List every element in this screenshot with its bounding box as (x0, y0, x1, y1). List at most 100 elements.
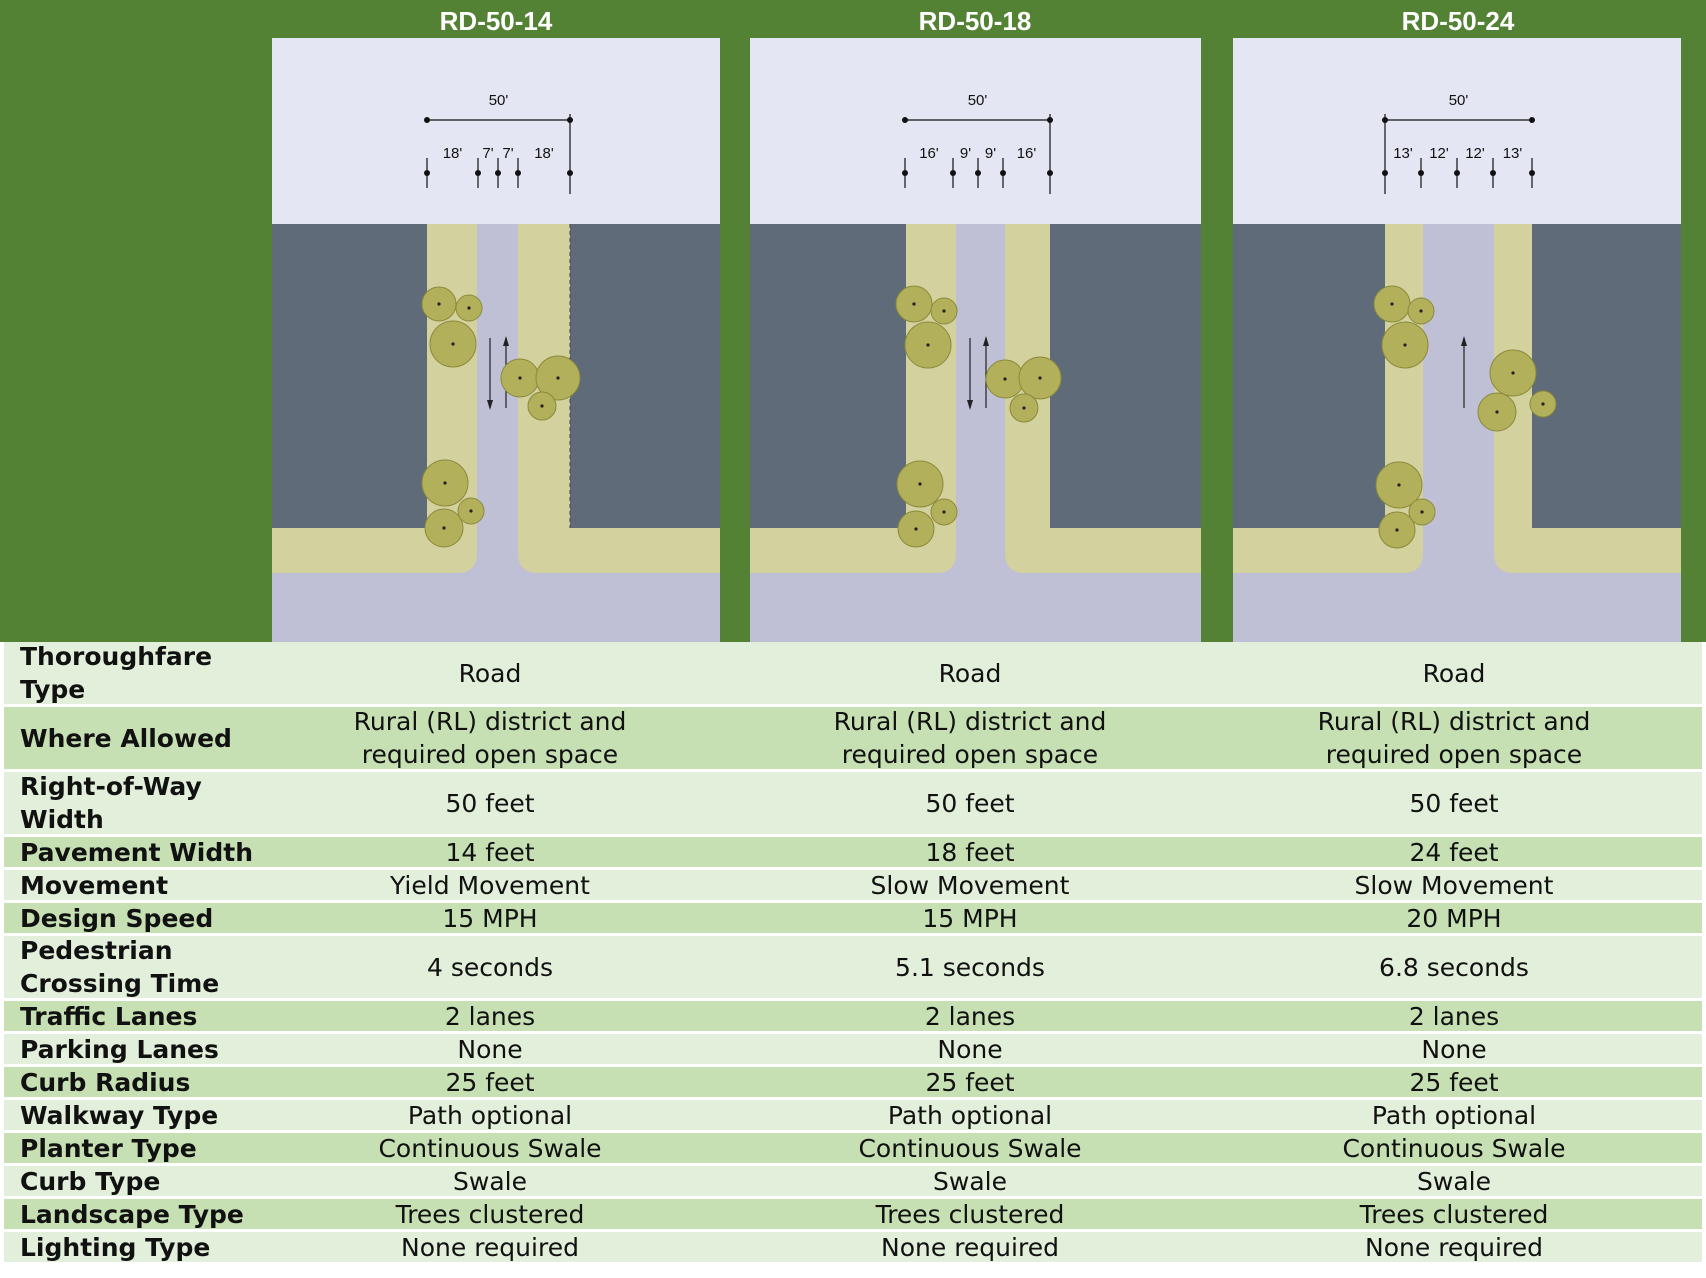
row-value-line: Slow Movement (870, 870, 1070, 900)
dim-dot (1529, 170, 1535, 176)
row-value-line: 6.8 seconds (1379, 952, 1529, 982)
right-block (570, 224, 720, 528)
row-value: None required (720, 1232, 1220, 1262)
row-label-line: Type (20, 675, 86, 704)
tree-center-dot (437, 302, 441, 306)
table-row: Right-of-Way Width 50 feet 50 feet 50 feet (4, 772, 1702, 834)
row-value: 20 MPH (1204, 903, 1704, 933)
dim-dot (475, 170, 481, 176)
dim-dot (515, 170, 521, 176)
row-value-line: required open space (1325, 740, 1583, 769)
row-value-line: Path optional (407, 1100, 573, 1130)
column-title: RD-50-18 (918, 6, 1032, 36)
row-value: 50 feet (240, 772, 740, 834)
dim-dot (567, 170, 573, 176)
row-label: Curb Type (20, 1166, 270, 1196)
row-value: Road (720, 642, 1220, 704)
tree-center-dot (443, 481, 447, 485)
row-value-line: Road (1422, 658, 1486, 688)
row-value: 25 feet (720, 1067, 1220, 1097)
arrow-head-icon (983, 336, 989, 346)
row-value-line: 18 feet (925, 837, 1015, 867)
dim-dot (495, 170, 501, 176)
row-label-line: Crossing Time (20, 969, 220, 998)
row-value-line: Trees clustered (1359, 1199, 1549, 1229)
row-label: Where Allowed (20, 707, 270, 769)
row-width-label: 50' (489, 92, 509, 109)
row-value: Continuous Swale (240, 1133, 740, 1163)
tree-center-dot (1420, 510, 1424, 514)
row-value-line: required open space (841, 740, 1099, 769)
segment-width-label: 9' (960, 145, 971, 162)
plan-svg: 50' 13' 12' 12' 13' (1233, 38, 1681, 642)
row-value-line: 15 MPH (922, 903, 1018, 933)
row-value-line: 25 feet (925, 1067, 1015, 1097)
dim-dot (1382, 170, 1388, 176)
tree-center-dot (1419, 309, 1423, 313)
specification-table: Thoroughfare Type Road Road Road Where Allowe… (4, 642, 1702, 1265)
table-row: Curb Type Swale Swale Swale (4, 1166, 1702, 1196)
row-label: Planter Type (20, 1133, 270, 1163)
row-value: Rural (RL) district and required open spa… (720, 707, 1220, 769)
dimension-lines: 50' 18' 7' 7' 18' (424, 92, 573, 194)
row-label-line: Parking Lanes (20, 1034, 219, 1064)
sky-area (272, 38, 720, 224)
row-value-line: 2 lanes (1408, 1001, 1500, 1031)
row-value-line: Path optional (1371, 1100, 1537, 1130)
segment-width-label: 13' (1393, 145, 1413, 162)
sky-area (1233, 38, 1681, 224)
row-label: Right-of-Way Width (20, 772, 270, 834)
row-value: 25 feet (1204, 1067, 1704, 1097)
row-value: 4 seconds (240, 936, 740, 998)
row-value: 50 feet (1204, 772, 1704, 834)
row-value: Path optional (1204, 1100, 1704, 1130)
row-value-line: 25 feet (445, 1067, 535, 1097)
segment-width-label: 12' (1465, 145, 1485, 162)
row-value: 24 feet (1204, 837, 1704, 867)
tree-center-dot (1397, 483, 1401, 487)
left-block (750, 224, 906, 528)
row-label-line: Lighting Type (20, 1232, 211, 1262)
row-value-line: 2 lanes (924, 1001, 1016, 1031)
row-value: Rural (RL) district and required open spa… (1204, 707, 1704, 769)
column-title: RD-50-14 (439, 6, 553, 36)
row-label: Movement (20, 870, 270, 900)
row-value-line: Rural (RL) district and (1317, 707, 1591, 736)
plan-svg: 50' 16' 9' 9' 16' (750, 38, 1201, 642)
dim-dot (1000, 170, 1006, 176)
table-row: Lighting Type None required None required N… (4, 1232, 1702, 1262)
row-value-line: Road (458, 658, 522, 688)
row-value-line: Rural (RL) district and (833, 707, 1107, 736)
row-label-line: Width (20, 805, 104, 834)
segment-width-label: 16' (919, 145, 939, 162)
row-value: Slow Movement (720, 870, 1220, 900)
row-value-line: Continuous Swale (858, 1133, 1082, 1163)
row-value-line: Continuous Swale (1342, 1133, 1566, 1163)
tree-center-dot (469, 509, 473, 513)
row-value: Road (1204, 642, 1704, 704)
row-value: 2 lanes (1204, 1001, 1704, 1031)
table-row: Pavement Width 14 feet 18 feet 24 feet (4, 837, 1702, 867)
segment-width-label: 13' (1503, 145, 1523, 162)
sky-area (750, 38, 1201, 224)
row-value-line: None (937, 1034, 1003, 1064)
dimension-lines: 50' 13' 12' 12' 13' (1382, 92, 1535, 194)
row-value: 15 MPH (720, 903, 1220, 933)
row-value-line: 4 seconds (426, 952, 554, 982)
tree-center-dot (442, 526, 446, 530)
row-value: None required (1204, 1232, 1704, 1262)
row-value-line: Path optional (887, 1100, 1053, 1130)
segment-width-label: 7' (482, 145, 493, 162)
tree-center-dot (1038, 376, 1042, 380)
table-row: Where Allowed Rural (RL) district and requ… (4, 707, 1702, 769)
tree-center-dot (926, 343, 930, 347)
row-value: Path optional (720, 1100, 1220, 1130)
tree-center-dot (914, 527, 918, 531)
dim-dot (424, 117, 430, 123)
street-plan-diagram: 50' 18' 7' 7' 18' (272, 38, 720, 642)
row-value: Yield Movement (240, 870, 740, 900)
table-row: Design Speed 15 MPH 15 MPH 20 MPH (4, 903, 1702, 933)
row-value: Trees clustered (1204, 1199, 1704, 1229)
tree-center-dot (1390, 302, 1394, 306)
tree-center-dot (1395, 528, 1399, 532)
